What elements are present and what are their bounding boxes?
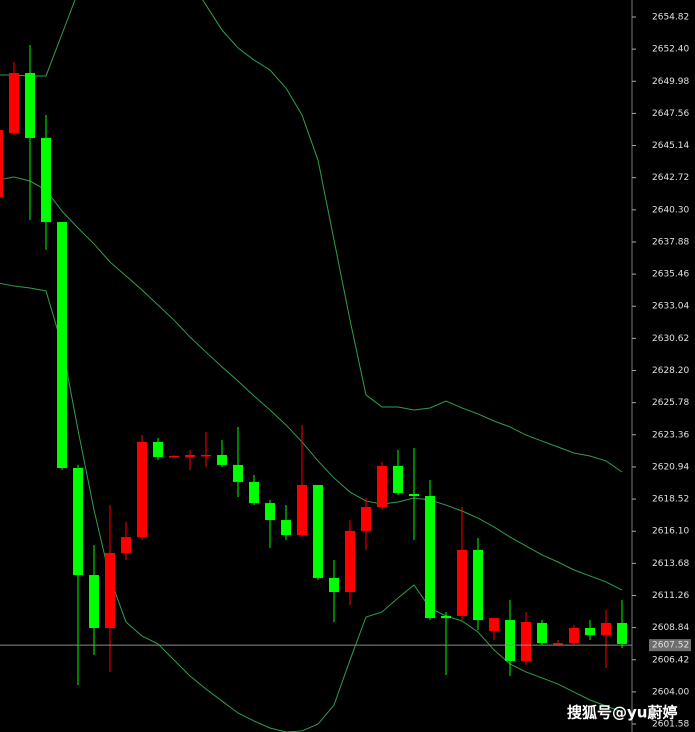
candle-body (441, 615, 451, 619)
candle-body (553, 643, 563, 645)
candle-body (505, 620, 515, 661)
candle-body (569, 628, 579, 644)
candle-body (9, 73, 19, 134)
candle-body (425, 496, 435, 619)
y-tick-label: 2652.40 (652, 45, 689, 55)
last-price-box (649, 639, 691, 652)
candle-body (489, 618, 499, 631)
y-tick-label: 2640.30 (652, 205, 689, 215)
band-line (0, 282, 623, 732)
y-tick-label: 2637.88 (652, 237, 689, 247)
y-tick-label: 2616.10 (652, 527, 689, 537)
y-tick-label: 2628.20 (652, 366, 689, 376)
candle-body (329, 577, 339, 593)
candle-body (617, 622, 627, 644)
y-tick-label: 2606.42 (652, 655, 689, 665)
band-line (0, 0, 623, 473)
candle-body (409, 494, 419, 497)
candle-body (521, 622, 531, 661)
y-tick-label: 2623.36 (652, 430, 689, 440)
candle-body (345, 530, 355, 593)
candle-body (0, 130, 3, 197)
candle-body (281, 520, 291, 536)
y-tick-label: 2633.04 (652, 302, 689, 312)
candle-body (297, 484, 307, 536)
y-tick-label: 2647.56 (652, 109, 689, 119)
candle-body (201, 454, 211, 457)
candle-body (57, 222, 67, 468)
candle-body (105, 552, 115, 629)
candle-body (185, 454, 195, 457)
y-tick-label: 2642.72 (652, 173, 689, 183)
y-tick-label: 2620.94 (652, 462, 689, 472)
candle-body (601, 622, 611, 636)
y-tick-label: 2625.78 (652, 398, 689, 408)
price-axis: 2654.82 2652.40 2649.98 2647.56 2645.14 2642.… (632, 12, 689, 730)
candle-body (121, 537, 131, 553)
candle-body (537, 622, 547, 644)
band-line (0, 176, 623, 591)
y-tick-label: 2613.68 (652, 559, 689, 569)
y-tick-label: 2630.62 (652, 334, 689, 344)
candle-body (313, 484, 323, 578)
y-tick-label: 2611.26 (652, 591, 689, 601)
candle-body (217, 454, 227, 465)
candle-body (89, 575, 99, 629)
y-tick-label: 2654.82 (652, 12, 689, 22)
y-tick-label: 2645.14 (652, 141, 689, 151)
candle-body (169, 456, 179, 458)
candle-body (265, 503, 275, 521)
candle-body (25, 73, 35, 138)
candle-body (377, 465, 387, 508)
candle-body (137, 441, 147, 538)
candle-body (457, 549, 467, 616)
plot-area (0, 0, 627, 732)
candle-body (473, 549, 483, 621)
y-tick-label: 2601.58 (652, 720, 689, 730)
y-tick-label: 2649.98 (652, 77, 689, 87)
candle-body (585, 628, 595, 636)
candle-body (73, 467, 83, 576)
watermark: 搜狐号@yu蔚婷 (567, 704, 677, 722)
y-tick-label: 2604.00 (652, 687, 689, 697)
candle-body (249, 481, 259, 504)
candle-body (393, 465, 403, 493)
candle-body (361, 507, 371, 531)
y-tick-label: 2618.52 (652, 495, 689, 505)
last-price-label: 2607.52 (652, 641, 689, 651)
y-tick-label: 2608.84 (652, 623, 689, 633)
y-tick-label: 2635.46 (652, 270, 689, 280)
candle-body (153, 441, 163, 457)
candle-body (233, 464, 243, 482)
candle-body (41, 137, 51, 223)
